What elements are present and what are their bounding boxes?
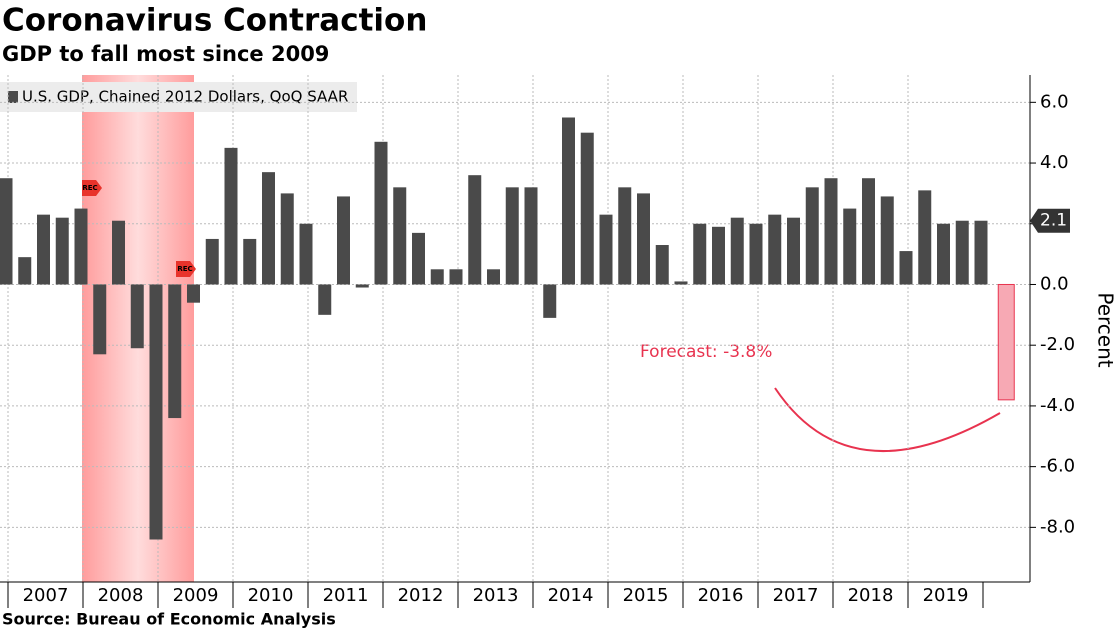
- forecast-annotation: Forecast: -3.8%: [640, 342, 772, 362]
- bar: [449, 269, 463, 285]
- y-tick-label: 6.0: [1040, 91, 1069, 112]
- bar: [318, 284, 332, 315]
- bar: [880, 196, 894, 285]
- bar: [468, 175, 482, 285]
- bar: [955, 220, 969, 285]
- bar: [580, 132, 594, 285]
- bar: [74, 208, 88, 285]
- bar: [130, 284, 144, 349]
- bar: [18, 257, 32, 285]
- bar: [862, 178, 875, 285]
- bar: [730, 217, 744, 285]
- bar: [618, 187, 632, 285]
- bar: [599, 214, 613, 285]
- y-axis-label: Percent: [1094, 292, 1118, 367]
- bar: [262, 172, 275, 285]
- legend: [0, 82, 357, 112]
- bar: [693, 223, 707, 285]
- x-tick-label: 2013: [473, 585, 519, 606]
- bar: [149, 284, 163, 540]
- bar: [337, 196, 350, 285]
- x-tick-label: 2009: [173, 585, 219, 606]
- bar: [505, 187, 519, 285]
- bar: [487, 269, 500, 285]
- x-tick-label: 2015: [623, 585, 669, 606]
- bar: [637, 193, 650, 285]
- rec-marker: [82, 180, 102, 196]
- y-tick-label: -2.0: [1040, 334, 1075, 355]
- bar: [0, 178, 13, 285]
- bar: [997, 283, 1015, 401]
- source: Source: Bureau of Economic Analysis: [2, 610, 336, 629]
- x-tick-label: 2008: [98, 585, 144, 606]
- bar: [749, 223, 763, 285]
- legend-label: U.S. GDP, Chained 2012 Dollars, QoQ SAAR: [22, 88, 348, 106]
- y-tick-label: -8.0: [1040, 516, 1075, 537]
- bar: [224, 147, 238, 285]
- bar: [187, 284, 200, 303]
- last-value-label: 2.1: [1040, 211, 1067, 231]
- bar: [299, 223, 313, 285]
- bar: [412, 232, 425, 285]
- bar: [787, 217, 800, 285]
- bar: [205, 238, 219, 285]
- bar: [918, 190, 932, 285]
- bar: [843, 208, 857, 285]
- bar: [374, 141, 388, 285]
- bar: [280, 193, 294, 285]
- x-tick-label: 2018: [848, 585, 894, 606]
- bar: [168, 284, 182, 419]
- bar: [899, 251, 913, 285]
- x-tick-label: 2014: [548, 585, 594, 606]
- y-tick-label: -4.0: [1040, 395, 1075, 416]
- bar: [974, 220, 988, 285]
- forecast-arrow: [774, 387, 1001, 452]
- bar: [768, 214, 782, 285]
- bar: [355, 284, 369, 288]
- bar: [805, 187, 819, 285]
- rec-label: REC: [82, 184, 97, 192]
- bar: [393, 187, 407, 285]
- bar: [112, 220, 125, 285]
- x-tick-label: 2012: [398, 585, 444, 606]
- bar: [937, 223, 950, 285]
- bar: [674, 281, 688, 285]
- last-value-tag: [1030, 208, 1070, 233]
- chart-title: Coronavirus Contraction: [2, 3, 427, 39]
- rec-label: REC: [177, 265, 192, 273]
- x-tick-label: 2007: [23, 585, 69, 606]
- x-tick-label: 2011: [323, 585, 369, 606]
- rec-marker: [176, 261, 196, 277]
- bar: [243, 238, 257, 285]
- x-tick-label: 2010: [248, 585, 294, 606]
- x-tick-label: 2017: [773, 585, 819, 606]
- bar: [543, 284, 557, 318]
- plot: 2007 2008 2009 2010 2011 2012 2013 2014 2015 2016…: [0, 75, 1075, 608]
- x-tick-label: 2019: [923, 585, 969, 606]
- bar: [55, 217, 69, 285]
- bar: [712, 226, 725, 285]
- chart-subtitle: GDP to fall most since 2009: [2, 42, 329, 66]
- x-tick-label: 2016: [698, 585, 744, 606]
- bar: [37, 214, 50, 285]
- y-tick-label: -6.0: [1040, 456, 1075, 477]
- legend-swatch: [8, 91, 18, 103]
- bar: [524, 187, 538, 285]
- bar: [93, 284, 107, 355]
- bar: [824, 178, 838, 285]
- y-tick-label: 0.0: [1040, 273, 1069, 294]
- y-tick-label: 4.0: [1040, 152, 1069, 173]
- bar: [655, 245, 669, 285]
- bar: [430, 269, 444, 285]
- bar: [562, 117, 575, 285]
